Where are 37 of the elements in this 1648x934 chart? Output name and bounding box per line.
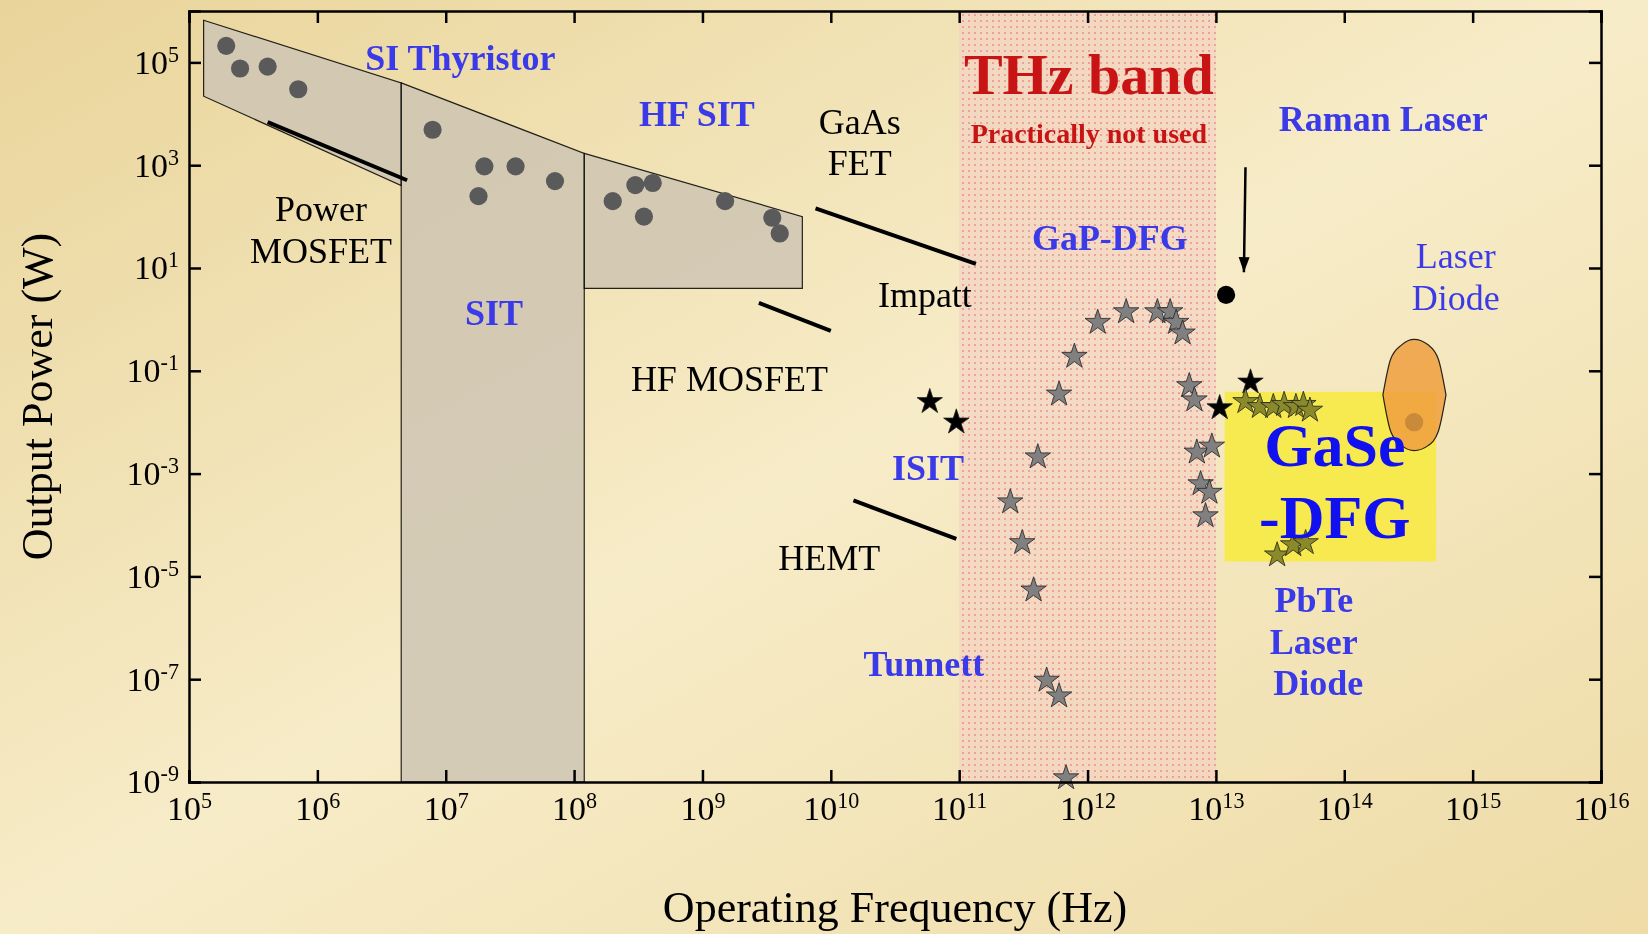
y-tick-label: 10$^{5}$	[133, 41, 179, 81]
annotation: Laser Diode	[1411, 236, 1500, 318]
y-tick-label: 10$^{-3}$	[126, 452, 179, 492]
y-tick-label: 10$^{1}$	[133, 246, 179, 287]
x-tick-label: 10$^{6}$	[295, 787, 341, 828]
x-axis-title: Operating Frequency (Hz)	[662, 883, 1128, 932]
annotation: Practically not used	[970, 118, 1208, 150]
x-tick-label: 10$^{8}$	[552, 787, 598, 828]
annotation: Tunnett	[863, 643, 985, 684]
x-tick-label: 10$^{15}$	[1445, 787, 1502, 828]
annotation: HF SIT	[638, 94, 755, 135]
x-tick-label: 10$^{13}$	[1188, 787, 1245, 828]
y-tick-label: 10$^{-5}$	[126, 555, 179, 595]
annotation: HEMT	[778, 537, 881, 578]
x-tick-label: 10$^{16}$	[1573, 787, 1630, 828]
x-tick-label: 10$^{7}$	[423, 787, 469, 828]
y-tick-label: 10$^{-7}$	[126, 658, 179, 698]
annotation: SIT	[464, 292, 523, 333]
y-tick-label: 10$^{-1}$	[126, 349, 179, 390]
x-tick-label: 10$^{14}$	[1316, 787, 1373, 828]
annotation: GaAs FET	[818, 101, 901, 184]
x-tick-label: 10$^{9}$	[680, 787, 726, 828]
annotation: HF MOSFET	[630, 358, 828, 399]
annotation: Raman Laser	[1278, 99, 1488, 140]
x-tick-label: 10$^{10}$	[803, 787, 860, 828]
y-axis-title: Output Power (W)	[13, 232, 62, 561]
annotation: SI Thyristor	[365, 38, 556, 79]
annotation: GaSe -DFG	[1259, 411, 1411, 551]
annotation: Power MOSFET	[250, 189, 393, 271]
annotation: THz band	[963, 41, 1214, 107]
annotation: ISIT	[892, 448, 965, 489]
y-tick-label: 10$^{3}$	[133, 144, 179, 184]
x-tick-label: 10$^{12}$	[1060, 787, 1117, 828]
x-tick-label: 10$^{11}$	[932, 787, 988, 828]
annotation: Impatt	[877, 274, 972, 315]
annotation: GaP-DFG	[1031, 218, 1188, 259]
annotation: PbTe Laser Diode	[1264, 580, 1364, 704]
